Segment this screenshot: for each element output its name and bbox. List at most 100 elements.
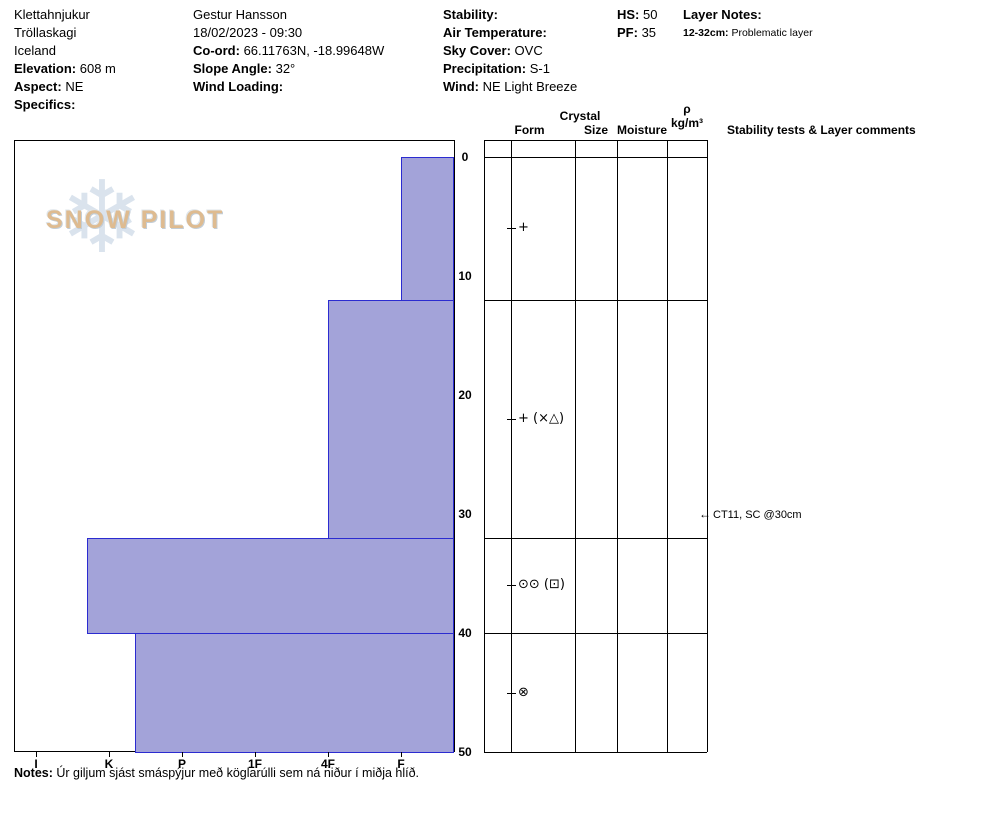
hardness-bar-layer-1 — [401, 157, 454, 301]
snowpilot-logo-text: SNOW PILOT — [46, 206, 225, 234]
hardness-bar-layer-4 — [134, 633, 454, 753]
sky-cover-line: Sky Cover: OVC — [443, 42, 577, 60]
grain-form-symbol-layer-3: ⊙⊙ (⊡) — [518, 577, 565, 593]
left-arrow-icon — [699, 507, 711, 521]
aspect-label: Aspect: — [14, 79, 62, 94]
hardness-axis-label-1F: 1F — [247, 757, 262, 771]
depth-tick-label-40: 40 — [458, 626, 472, 640]
table-top-border — [484, 140, 707, 141]
hs-line: HS: 50 — [617, 6, 657, 24]
coordinates-value: 66.11763N, -18.99648W — [243, 43, 385, 58]
form-column-header: Form — [514, 123, 545, 137]
table-vertical-line-5 — [707, 140, 708, 752]
stability-column-header: Stability tests & Layer comments — [727, 123, 916, 137]
layer-note-text: Problematic layer — [731, 27, 813, 39]
wind-line: Wind: NE Light Breeze — [443, 78, 577, 96]
slope-angle-line: Slope Angle: 32° — [193, 60, 384, 78]
hardness-tick-4F — [328, 752, 329, 757]
site-name: Klettahnjukur — [14, 7, 90, 22]
form-axis-tick-layer-2 — [507, 418, 516, 420]
table-vertical-line-0 — [484, 140, 485, 752]
hs-label: HS: — [617, 7, 640, 22]
notes-line: Notes: Úr giljum sjást smáspýjur með kög… — [14, 766, 419, 780]
table-vertical-line-4 — [667, 140, 668, 752]
layer-boundary-line-32cm — [484, 537, 707, 539]
layer-boundary-line-0cm — [484, 157, 707, 158]
density-symbol-header: ρ — [683, 102, 691, 116]
grain-form-symbol-layer-4: ⊗ — [518, 684, 529, 700]
header-location-column: Klettahnjukur Tröllaskagi Iceland Elevat… — [14, 6, 116, 114]
precipitation-label: Precipitation: — [443, 61, 527, 76]
elevation-line: Elevation: 608 m — [14, 60, 116, 78]
layer-boundary-line-12cm — [484, 299, 707, 301]
crystal-column-group-header: Crystal — [559, 109, 601, 123]
header-layer-notes-column: Layer Notes: 12-32cm: Problematic layer — [683, 6, 813, 40]
table-vertical-line-1 — [511, 140, 512, 752]
precipitation-line: Precipitation: S-1 — [443, 60, 577, 78]
form-axis-tick-layer-3 — [507, 585, 516, 587]
moisture-column-header: Moisture — [617, 123, 668, 137]
hardness-tick-I — [36, 752, 37, 757]
sky-cover-label: Sky Cover: — [443, 43, 511, 58]
form-axis-tick-layer-1 — [507, 228, 516, 230]
header-weather-column: Stability: Air Temperature: Sky Cover: O… — [443, 6, 577, 96]
density-unit-header: kg/m³ — [670, 116, 703, 130]
layer-note-range: 12-32cm: — [683, 27, 729, 39]
slope-angle-label: Slope Angle: — [193, 61, 272, 76]
depth-tick-label-30: 30 — [458, 507, 472, 521]
coordinates-line: Co-ord: 66.11763N, -18.99648W — [193, 42, 384, 60]
pf-label: PF: — [617, 25, 638, 40]
depth-tick-label-20: 20 — [458, 388, 472, 402]
hardness-tick-1F — [255, 752, 256, 757]
stability-test-annotation-1: CT11, SC @30cm — [699, 507, 802, 522]
size-column-header: Size — [583, 123, 608, 137]
elevation-label: Elevation: — [14, 61, 77, 76]
hardness-axis-label-P: P — [177, 757, 186, 771]
stability-test-text: CT11, SC @30cm — [713, 509, 802, 521]
observer-name: Gestur Hansson — [193, 7, 287, 22]
hardness-axis-label-K: K — [104, 757, 114, 771]
depth-tick-label-50: 50 — [458, 745, 472, 759]
country-name: Iceland — [14, 43, 56, 58]
sky-cover-value: OVC — [514, 43, 543, 58]
hardness-bar-layer-3 — [87, 537, 454, 634]
coordinates-label: Co-ord: — [193, 43, 240, 58]
wind-value: NE Light Breeze — [482, 79, 578, 94]
layer-boundary-line-50cm — [484, 752, 707, 753]
hardness-tick-K — [109, 752, 110, 757]
hardness-profile-chart — [14, 140, 455, 753]
hardness-bar-layer-2 — [328, 299, 454, 539]
table-vertical-line-2 — [575, 140, 576, 752]
stability-label: Stability: — [443, 7, 498, 22]
pf-line: PF: 35 — [617, 24, 657, 42]
specifics-label: Specifics: — [14, 97, 76, 112]
layer-notes-label: Layer Notes: — [683, 7, 762, 22]
aspect-value: NE — [65, 79, 84, 94]
region-name: Tröllaskagi — [14, 25, 77, 40]
grain-form-symbol-layer-2: + (×△) — [518, 410, 565, 426]
header-observation-column: Gestur Hansson 18/02/2023 - 09:30 Co-ord… — [193, 6, 384, 96]
form-axis-tick-layer-4 — [507, 692, 516, 694]
hs-value: 50 — [643, 7, 658, 22]
depth-tick-label-10: 10 — [458, 269, 472, 283]
grain-form-symbol-layer-1: + — [518, 220, 529, 236]
hardness-axis-label-I: I — [34, 757, 38, 771]
hardness-axis-label-4F: 4F — [320, 757, 335, 771]
layer-data-table: + + (×△) ⊙⊙ (⊡) ⊗ — [484, 140, 708, 753]
hardness-tick-F — [401, 752, 402, 757]
pf-value: 35 — [641, 25, 657, 40]
observation-datetime: 18/02/2023 - 09:30 — [193, 25, 303, 40]
notes-label: Notes: — [14, 766, 53, 780]
hardness-tick-P — [182, 752, 183, 757]
header-snow-height-column: HS: 50 PF: 35 — [617, 6, 657, 42]
table-vertical-line-3 — [617, 140, 618, 752]
precipitation-value: S-1 — [529, 61, 550, 76]
depth-tick-label-0: 0 — [461, 150, 469, 164]
air-temperature-label: Air Temperature: — [443, 25, 547, 40]
aspect-line: Aspect: NE — [14, 78, 116, 96]
layer-boundary-line-40cm — [484, 633, 707, 634]
wind-label: Wind: — [443, 79, 479, 94]
hardness-axis-label-F: F — [397, 757, 405, 771]
layer-note-item: 12-32cm: Problematic layer — [683, 26, 813, 40]
